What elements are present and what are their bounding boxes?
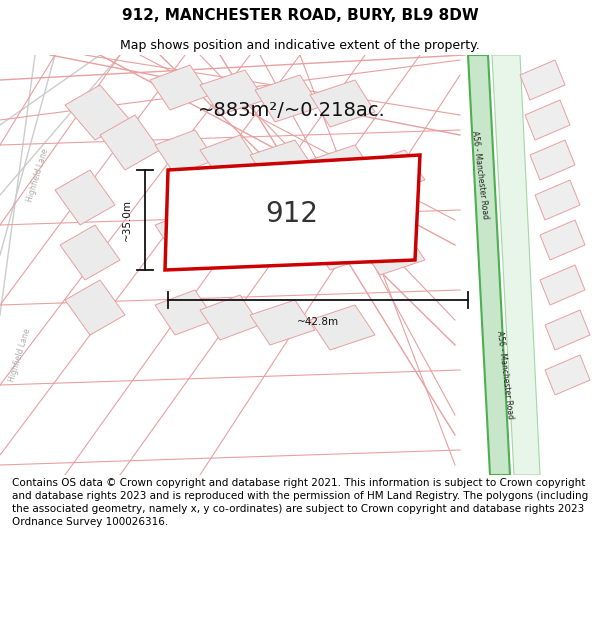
- Polygon shape: [155, 210, 215, 255]
- Polygon shape: [540, 265, 585, 305]
- Polygon shape: [200, 215, 260, 260]
- Polygon shape: [200, 135, 260, 180]
- Polygon shape: [155, 290, 215, 335]
- Polygon shape: [255, 75, 320, 122]
- Text: A56 - Manchester Road: A56 - Manchester Road: [470, 130, 490, 220]
- Text: ~883m²/~0.218ac.: ~883m²/~0.218ac.: [198, 101, 386, 119]
- Text: 912: 912: [265, 200, 319, 228]
- Polygon shape: [310, 305, 375, 350]
- Polygon shape: [535, 180, 580, 220]
- Polygon shape: [360, 150, 425, 195]
- Text: Map shows position and indicative extent of the property.: Map shows position and indicative extent…: [120, 39, 480, 52]
- Text: Highfield Lane: Highfield Lane: [26, 148, 50, 202]
- Polygon shape: [200, 295, 260, 340]
- Polygon shape: [468, 55, 510, 475]
- Polygon shape: [100, 115, 160, 170]
- Polygon shape: [545, 310, 590, 350]
- Polygon shape: [520, 60, 565, 100]
- Polygon shape: [540, 220, 585, 260]
- Polygon shape: [545, 355, 590, 395]
- Polygon shape: [310, 80, 375, 127]
- Polygon shape: [65, 85, 130, 140]
- Polygon shape: [65, 280, 125, 335]
- Polygon shape: [525, 100, 570, 140]
- Polygon shape: [165, 155, 420, 270]
- Text: ~42.8m: ~42.8m: [297, 317, 339, 327]
- Polygon shape: [250, 140, 315, 185]
- Polygon shape: [530, 140, 575, 180]
- Polygon shape: [492, 55, 540, 475]
- Polygon shape: [155, 130, 215, 175]
- Text: Highfield Lane: Highfield Lane: [8, 328, 32, 382]
- Polygon shape: [60, 225, 120, 280]
- Text: 912, MANCHESTER ROAD, BURY, BL9 8DW: 912, MANCHESTER ROAD, BURY, BL9 8DW: [122, 8, 478, 23]
- Text: ~35.0m: ~35.0m: [122, 199, 132, 241]
- Polygon shape: [310, 225, 375, 270]
- Polygon shape: [150, 65, 210, 110]
- Text: A56 - Manchester Road: A56 - Manchester Road: [495, 330, 515, 420]
- Polygon shape: [200, 70, 265, 115]
- Polygon shape: [250, 300, 315, 345]
- Polygon shape: [310, 145, 375, 190]
- Text: Contains OS data © Crown copyright and database right 2021. This information is : Contains OS data © Crown copyright and d…: [12, 478, 588, 526]
- Polygon shape: [250, 220, 315, 265]
- Polygon shape: [55, 170, 115, 225]
- Polygon shape: [360, 230, 425, 275]
